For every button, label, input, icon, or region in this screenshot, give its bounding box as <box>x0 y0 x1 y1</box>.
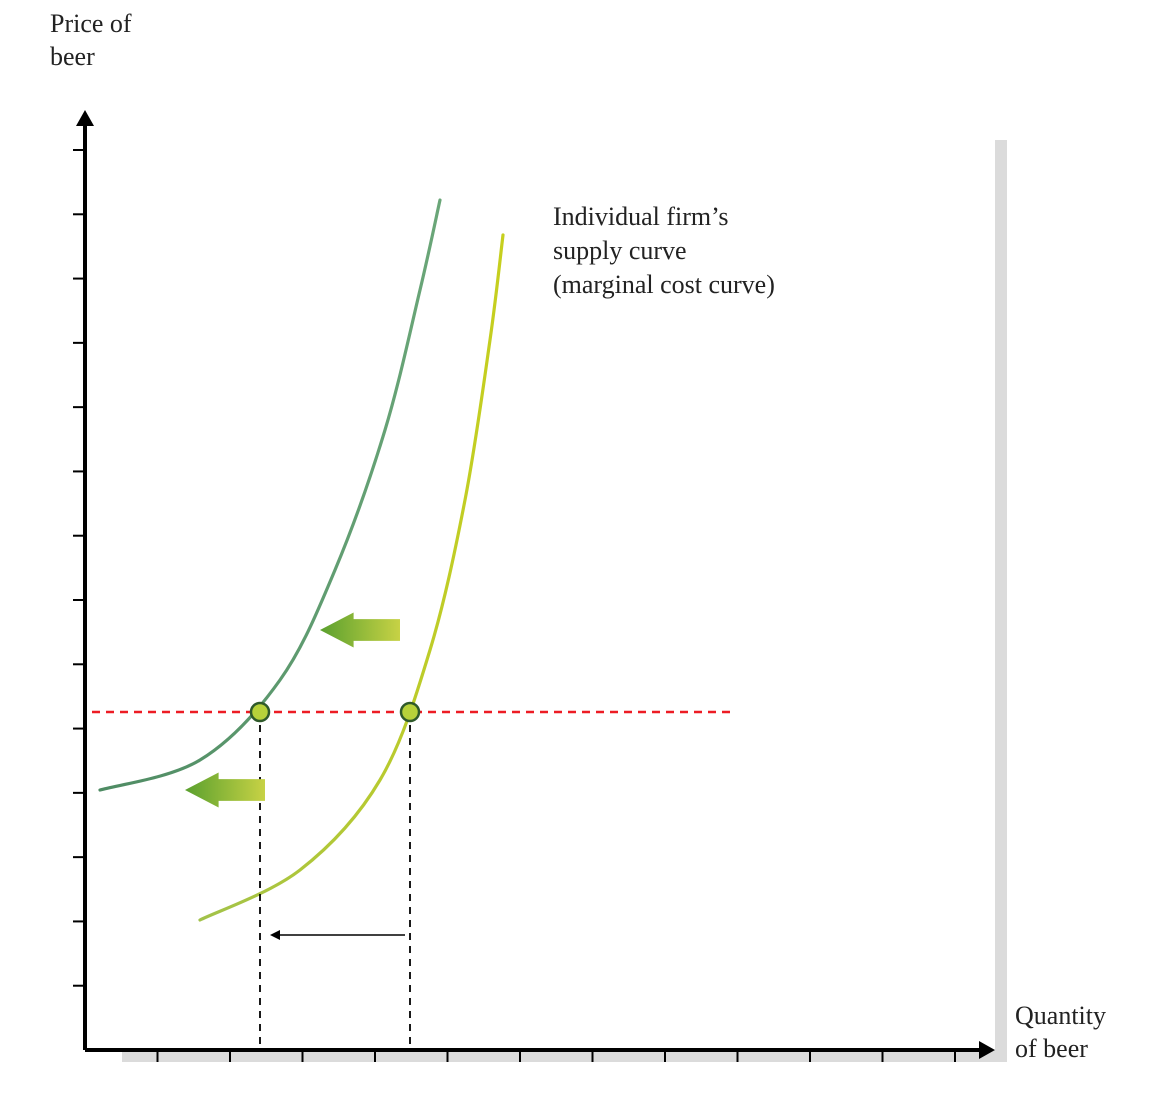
supply-curve-diagram: Individual firm’ssupply curve(marginal c… <box>0 0 1161 1101</box>
figure-container: Price ofbeer Quantityof beer Individual … <box>0 0 1161 1101</box>
y-axis-label: Price ofbeer <box>50 8 132 73</box>
x-axis-label: Quantityof beer <box>1015 1000 1106 1065</box>
equilibrium-point-old <box>401 703 419 721</box>
equilibrium-point-new <box>251 703 269 721</box>
plot-panel <box>110 128 995 1050</box>
